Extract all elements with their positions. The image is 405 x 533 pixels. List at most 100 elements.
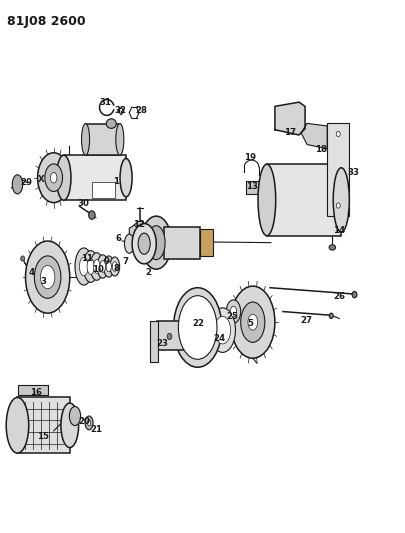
Ellipse shape <box>248 314 258 330</box>
Text: 7: 7 <box>122 257 128 265</box>
Ellipse shape <box>147 225 165 260</box>
Bar <box>64 155 126 200</box>
Ellipse shape <box>329 245 336 250</box>
Ellipse shape <box>87 420 91 425</box>
Text: 16: 16 <box>30 388 42 397</box>
Ellipse shape <box>21 256 25 261</box>
Text: 30: 30 <box>78 199 90 208</box>
Ellipse shape <box>100 261 106 272</box>
Text: 22: 22 <box>192 319 205 328</box>
Text: 1: 1 <box>113 177 119 186</box>
Text: 18: 18 <box>315 146 327 155</box>
Ellipse shape <box>97 255 109 278</box>
Text: 13: 13 <box>246 182 258 191</box>
Bar <box>18 385 48 395</box>
Ellipse shape <box>83 251 98 282</box>
Ellipse shape <box>45 164 62 191</box>
Bar <box>327 123 349 216</box>
Bar <box>246 181 270 195</box>
Ellipse shape <box>141 216 172 269</box>
Text: 23: 23 <box>156 339 168 348</box>
Polygon shape <box>301 123 327 149</box>
Ellipse shape <box>94 260 100 273</box>
Ellipse shape <box>120 158 132 197</box>
Text: 5: 5 <box>248 319 254 328</box>
Ellipse shape <box>124 234 134 253</box>
Polygon shape <box>275 102 305 135</box>
Text: 19: 19 <box>244 154 256 163</box>
Ellipse shape <box>116 124 124 155</box>
Ellipse shape <box>329 313 333 318</box>
Ellipse shape <box>90 253 103 280</box>
Text: 20: 20 <box>78 417 90 426</box>
Text: 14: 14 <box>333 226 345 235</box>
Ellipse shape <box>75 248 93 285</box>
Ellipse shape <box>106 119 116 128</box>
Text: 9: 9 <box>104 257 110 265</box>
Ellipse shape <box>6 398 29 453</box>
Text: 15: 15 <box>37 432 49 441</box>
Text: 29: 29 <box>21 178 33 187</box>
Text: 24: 24 <box>214 334 226 343</box>
Ellipse shape <box>336 203 340 208</box>
Bar <box>200 229 213 256</box>
Text: 26: 26 <box>333 292 345 301</box>
Text: 6: 6 <box>115 234 121 243</box>
Ellipse shape <box>138 233 150 254</box>
Ellipse shape <box>85 416 93 430</box>
Bar <box>150 320 158 362</box>
Bar <box>85 124 120 155</box>
Ellipse shape <box>333 168 349 232</box>
Ellipse shape <box>69 407 81 425</box>
Text: 2: 2 <box>145 268 151 277</box>
Text: 32: 32 <box>114 106 126 115</box>
Ellipse shape <box>231 286 275 358</box>
Text: 27: 27 <box>300 316 312 325</box>
Text: 3: 3 <box>40 277 47 286</box>
Text: 81J08 2600: 81J08 2600 <box>7 14 86 28</box>
Ellipse shape <box>51 172 57 183</box>
Ellipse shape <box>230 306 237 317</box>
Ellipse shape <box>38 153 70 203</box>
Ellipse shape <box>113 262 117 271</box>
Text: X: X <box>38 174 45 183</box>
Text: 28: 28 <box>135 106 147 115</box>
Ellipse shape <box>215 317 231 344</box>
Text: 33: 33 <box>347 167 359 176</box>
Ellipse shape <box>81 124 90 155</box>
Ellipse shape <box>89 211 95 219</box>
Ellipse shape <box>12 175 23 194</box>
Text: 25: 25 <box>227 312 239 321</box>
Text: 31: 31 <box>99 98 111 107</box>
Ellipse shape <box>178 296 217 359</box>
Ellipse shape <box>336 131 340 136</box>
Ellipse shape <box>210 308 235 352</box>
Text: 12: 12 <box>133 220 145 229</box>
Ellipse shape <box>61 403 79 448</box>
Ellipse shape <box>173 288 222 367</box>
Ellipse shape <box>106 261 111 272</box>
Text: 8: 8 <box>113 264 119 272</box>
Text: 17: 17 <box>284 128 296 138</box>
Text: 21: 21 <box>90 425 102 434</box>
Text: 4: 4 <box>28 268 34 277</box>
Bar <box>17 398 70 453</box>
Ellipse shape <box>226 300 241 323</box>
Ellipse shape <box>241 302 265 342</box>
Ellipse shape <box>132 223 156 264</box>
Ellipse shape <box>26 241 70 313</box>
Ellipse shape <box>87 259 94 274</box>
Ellipse shape <box>110 257 119 276</box>
Ellipse shape <box>104 256 114 277</box>
Bar <box>164 227 200 259</box>
Ellipse shape <box>352 292 357 298</box>
Polygon shape <box>129 221 151 239</box>
Bar <box>158 321 183 350</box>
Ellipse shape <box>167 333 172 340</box>
Bar <box>92 182 115 198</box>
Bar <box>267 164 341 236</box>
Text: 11: 11 <box>81 254 93 263</box>
Ellipse shape <box>258 164 276 236</box>
Ellipse shape <box>56 155 71 200</box>
Ellipse shape <box>79 257 88 276</box>
